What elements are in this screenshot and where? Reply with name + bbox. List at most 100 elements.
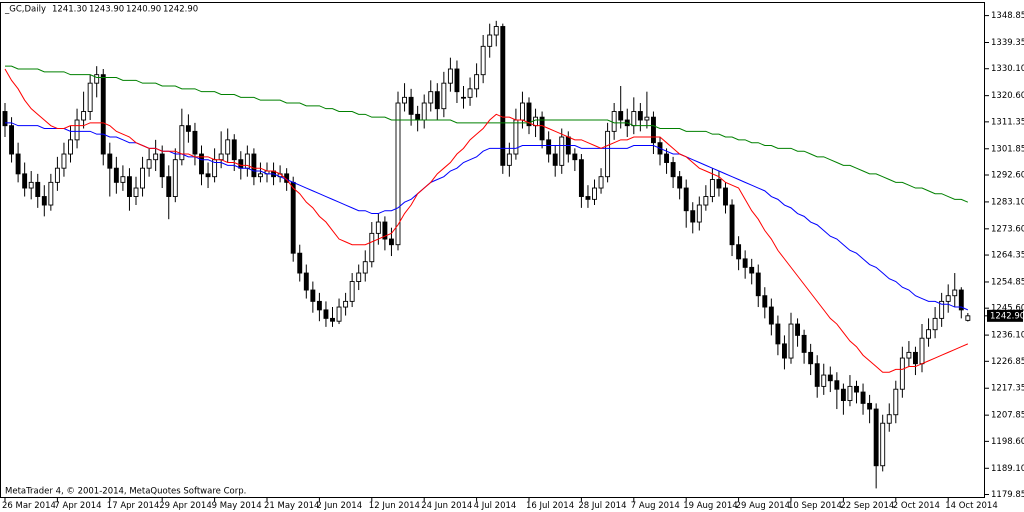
y-tick-label: 1339.35 bbox=[991, 38, 1024, 48]
candle-body bbox=[690, 210, 696, 223]
candle-body bbox=[533, 116, 538, 127]
candle-body bbox=[906, 351, 912, 359]
x-tick-label: 29 Aug 2014 bbox=[736, 501, 790, 511]
candle-body bbox=[113, 167, 119, 183]
candle-body bbox=[775, 323, 781, 345]
y-tick-label: 1264.35 bbox=[991, 251, 1024, 261]
y-tick-label: 1245.60 bbox=[991, 304, 1024, 314]
candle-body bbox=[965, 315, 971, 321]
candle-body bbox=[513, 119, 519, 155]
candle-body bbox=[126, 176, 132, 197]
candle-body bbox=[899, 357, 905, 390]
candle-body bbox=[94, 74, 100, 84]
y-tick-label: 1207.85 bbox=[991, 411, 1024, 421]
candle-body bbox=[441, 82, 447, 110]
candle-body bbox=[172, 159, 178, 197]
candle-body bbox=[238, 159, 244, 169]
candle-body bbox=[48, 181, 54, 206]
candle-body bbox=[631, 111, 637, 127]
candle-body bbox=[585, 196, 591, 200]
candle-body bbox=[546, 139, 552, 155]
candle-body bbox=[81, 111, 87, 121]
candle-body bbox=[618, 111, 624, 121]
x-tick-label: 7 Apr 2014 bbox=[54, 501, 101, 511]
candle-body bbox=[140, 167, 146, 189]
candle-body bbox=[100, 74, 106, 155]
candle-body bbox=[297, 252, 303, 274]
candle-body bbox=[107, 153, 113, 169]
candle-body bbox=[192, 130, 198, 155]
candle-body bbox=[402, 96, 407, 104]
header-low: 1240.90 bbox=[126, 5, 161, 15]
candle-body bbox=[873, 408, 879, 467]
candle-body bbox=[179, 125, 185, 161]
candle-body bbox=[22, 173, 28, 189]
x-tick-label: 9 May 2014 bbox=[212, 501, 262, 511]
candle-body bbox=[218, 153, 224, 161]
candle-body bbox=[375, 221, 381, 234]
candle-body bbox=[572, 153, 578, 161]
candle-body bbox=[41, 196, 47, 206]
x-tick-label: 2 Jun 2014 bbox=[316, 501, 362, 511]
candle-body bbox=[316, 300, 322, 311]
x-tick-label: 28 Jul 2014 bbox=[578, 501, 626, 511]
x-tick-label: 7 Aug 2014 bbox=[631, 501, 680, 511]
candle-body bbox=[736, 244, 742, 260]
candle-body bbox=[749, 266, 755, 274]
candle-body bbox=[644, 116, 650, 121]
candle-body bbox=[703, 196, 709, 206]
candle-body bbox=[578, 159, 584, 197]
candle-body bbox=[939, 300, 945, 319]
ma-line bbox=[5, 65, 969, 203]
candle-body bbox=[782, 343, 787, 359]
x-tick-label: 17 Apr 2014 bbox=[107, 501, 160, 511]
candle-body bbox=[677, 176, 683, 189]
candle-body bbox=[205, 173, 211, 178]
candle-body bbox=[54, 167, 60, 183]
candle-body bbox=[28, 181, 34, 189]
y-tick-label: 1198.60 bbox=[991, 437, 1024, 447]
symbol: _GC,Daily bbox=[4, 5, 46, 15]
candle-body bbox=[454, 68, 460, 93]
y-tick-label: 1217.35 bbox=[991, 384, 1024, 394]
candle-body bbox=[9, 125, 15, 155]
candle-body bbox=[362, 261, 368, 274]
candle-body bbox=[461, 96, 466, 99]
x-tick-label: 24 Jun 2014 bbox=[421, 501, 472, 511]
candle-body bbox=[500, 26, 506, 166]
y-tick-label: 1236.10 bbox=[991, 331, 1024, 341]
candle-body bbox=[559, 136, 565, 166]
candle-body bbox=[886, 414, 892, 424]
candle-body bbox=[880, 422, 886, 467]
header-open: 1241.30 bbox=[52, 5, 87, 15]
candle-body bbox=[827, 374, 833, 382]
candle-body bbox=[860, 391, 866, 404]
plot-frame bbox=[0, 2, 985, 498]
candle-body bbox=[61, 153, 67, 169]
candle-body bbox=[605, 130, 611, 178]
candle-body bbox=[389, 238, 394, 246]
candle-body bbox=[683, 187, 689, 212]
candle-body bbox=[788, 323, 794, 359]
candle-body bbox=[821, 374, 827, 387]
candle-body bbox=[808, 351, 814, 365]
candle-body bbox=[467, 88, 473, 98]
candle-body bbox=[919, 337, 925, 365]
candle-body bbox=[958, 289, 964, 311]
candle-body bbox=[801, 334, 807, 353]
candle-body bbox=[74, 119, 80, 141]
candle-body bbox=[768, 306, 774, 325]
candle-body bbox=[814, 363, 820, 387]
candle-body bbox=[330, 317, 335, 322]
candle-body bbox=[349, 281, 355, 302]
candle-body bbox=[415, 113, 421, 121]
y-tick-label: 1320.60 bbox=[991, 91, 1024, 101]
candle-body bbox=[87, 82, 93, 112]
x-tick-label: 10 Sep 2014 bbox=[788, 501, 842, 511]
candle-body bbox=[15, 153, 21, 175]
y-tick-label: 1348.85 bbox=[991, 11, 1024, 21]
y-tick-label: 1283.10 bbox=[991, 197, 1024, 207]
candle-body bbox=[834, 380, 840, 390]
candle-body bbox=[323, 309, 329, 319]
candle-body bbox=[35, 181, 41, 197]
